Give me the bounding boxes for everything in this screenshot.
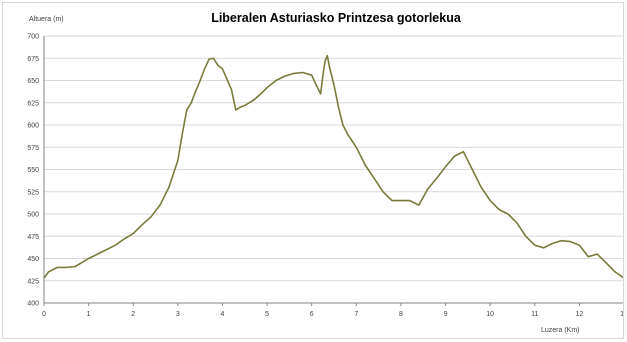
y-tick-label: 675 bbox=[27, 56, 39, 63]
x-axis-title: Luzera (Km) bbox=[541, 327, 580, 334]
y-tick-label: 475 bbox=[27, 234, 39, 241]
y-tick-labels: 700 675 650 625 600 575 550 525 500 475 450 425 400 bbox=[27, 34, 39, 308]
y-tick-label: 450 bbox=[27, 256, 39, 263]
y-axis-title: Altuera (m) bbox=[29, 16, 64, 23]
y-tick-label: 400 bbox=[27, 301, 39, 308]
x-tick-label: 9 bbox=[444, 311, 448, 318]
x-tick-label: 8 bbox=[399, 311, 403, 318]
y-tick-label: 550 bbox=[27, 167, 39, 174]
elevation-profile-line bbox=[43, 54, 623, 279]
x-tick-label: 1 bbox=[87, 311, 91, 318]
y-tick-label: 650 bbox=[27, 78, 39, 85]
axis-layer bbox=[43, 36, 623, 304]
x-tick-label: 11 bbox=[531, 311, 538, 318]
chart-frame: 700 675 650 625 600 575 550 525 500 475 450 425 400 … bbox=[2, 2, 624, 339]
x-tick-label: 7 bbox=[354, 311, 358, 318]
y-tick-label: 600 bbox=[27, 123, 39, 130]
x-tick-label: 5 bbox=[265, 311, 269, 318]
x-tick-label: 0 bbox=[42, 311, 46, 318]
x-tick-label: 3 bbox=[176, 311, 180, 318]
x-tick-label: 12 bbox=[575, 311, 583, 318]
x-tick-label: 13 bbox=[620, 311, 623, 318]
chart-title: Liberalen Asturiasko Printzesa gotorleku… bbox=[211, 11, 462, 25]
x-tick-label: 10 bbox=[486, 311, 494, 318]
y-tick-label: 500 bbox=[27, 212, 39, 219]
y-tick-label: 525 bbox=[27, 189, 39, 196]
y-tick-label: 625 bbox=[27, 100, 39, 107]
y-tick-label: 575 bbox=[27, 145, 39, 152]
y-tick-label: 425 bbox=[27, 278, 39, 285]
x-tick-label: 4 bbox=[221, 311, 225, 318]
x-tick-labels: 012345678910111213 bbox=[42, 303, 623, 318]
series-layer bbox=[43, 54, 623, 279]
y-tick-label: 700 bbox=[27, 34, 39, 41]
grid-layer bbox=[44, 35, 623, 304]
elevation-chart: 700675650625600575550525500475450425400 … bbox=[27, 11, 623, 334]
x-tick-label: 2 bbox=[131, 311, 135, 318]
x-tick-label: 6 bbox=[310, 311, 314, 318]
